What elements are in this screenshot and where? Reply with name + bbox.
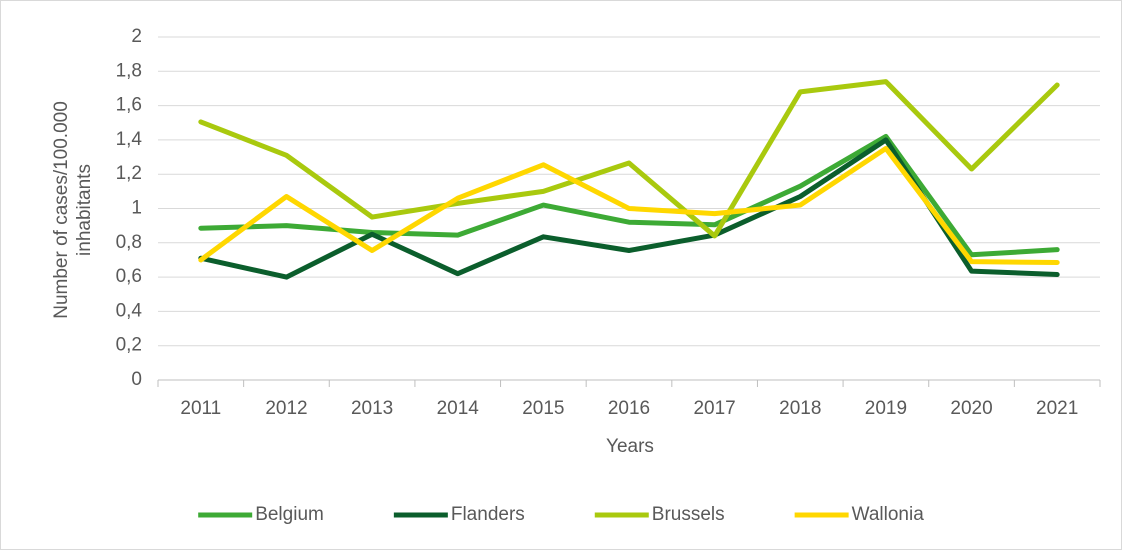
y-tick-label: 0,6 bbox=[116, 266, 142, 287]
y-tick-label: 0,2 bbox=[116, 335, 142, 356]
y-tick-label: 0 bbox=[131, 369, 142, 390]
legend-label: Wallonia bbox=[852, 504, 925, 525]
x-axis-label: Years bbox=[606, 436, 654, 457]
x-tick-label: 2011 bbox=[180, 398, 221, 419]
x-tick-label: 2014 bbox=[437, 398, 480, 419]
x-tick-label: 2020 bbox=[950, 398, 992, 419]
x-tick-label: 2021 bbox=[1036, 398, 1078, 419]
x-tick-label: 2015 bbox=[522, 398, 564, 419]
legend-label: Belgium bbox=[255, 504, 324, 525]
y-tick-label: 2 bbox=[131, 26, 142, 47]
y-tick-label: 0,4 bbox=[116, 300, 143, 321]
x-tick-label: 2016 bbox=[608, 398, 650, 419]
y-tick-label: 1,2 bbox=[116, 163, 142, 184]
y-tick-label: 1,8 bbox=[116, 60, 142, 81]
legend-label: Flanders bbox=[451, 504, 525, 525]
y-tick-label: 1,4 bbox=[116, 129, 143, 150]
legend-item: Belgium bbox=[198, 504, 324, 525]
y-tick-label: 0,8 bbox=[116, 232, 142, 253]
y-tick-label: 1 bbox=[131, 198, 142, 219]
x-tick-label: 2019 bbox=[865, 398, 907, 419]
legend: Belgium Flanders Brussels Wallonia bbox=[198, 504, 924, 525]
series-line bbox=[198, 145, 1060, 266]
y-axis-label-line: Number of cases/100.000 bbox=[51, 101, 72, 319]
legend-item: Wallonia bbox=[794, 504, 925, 525]
y-axis-label: Number of cases/100.000 inhabitants bbox=[51, 101, 95, 319]
legend-item: Flanders bbox=[393, 504, 525, 525]
x-tick-label: 2018 bbox=[779, 398, 821, 419]
legend-label: Brussels bbox=[652, 504, 725, 525]
series-line bbox=[198, 79, 1060, 239]
y-tick-label: 1,6 bbox=[116, 95, 142, 116]
x-tick-label: 2012 bbox=[265, 398, 307, 419]
y-axis-label-line: inhabitants bbox=[74, 164, 95, 256]
legend-item: Brussels bbox=[594, 504, 725, 525]
x-tick-label: 2013 bbox=[351, 398, 393, 419]
x-tick-label: 2017 bbox=[693, 398, 735, 419]
